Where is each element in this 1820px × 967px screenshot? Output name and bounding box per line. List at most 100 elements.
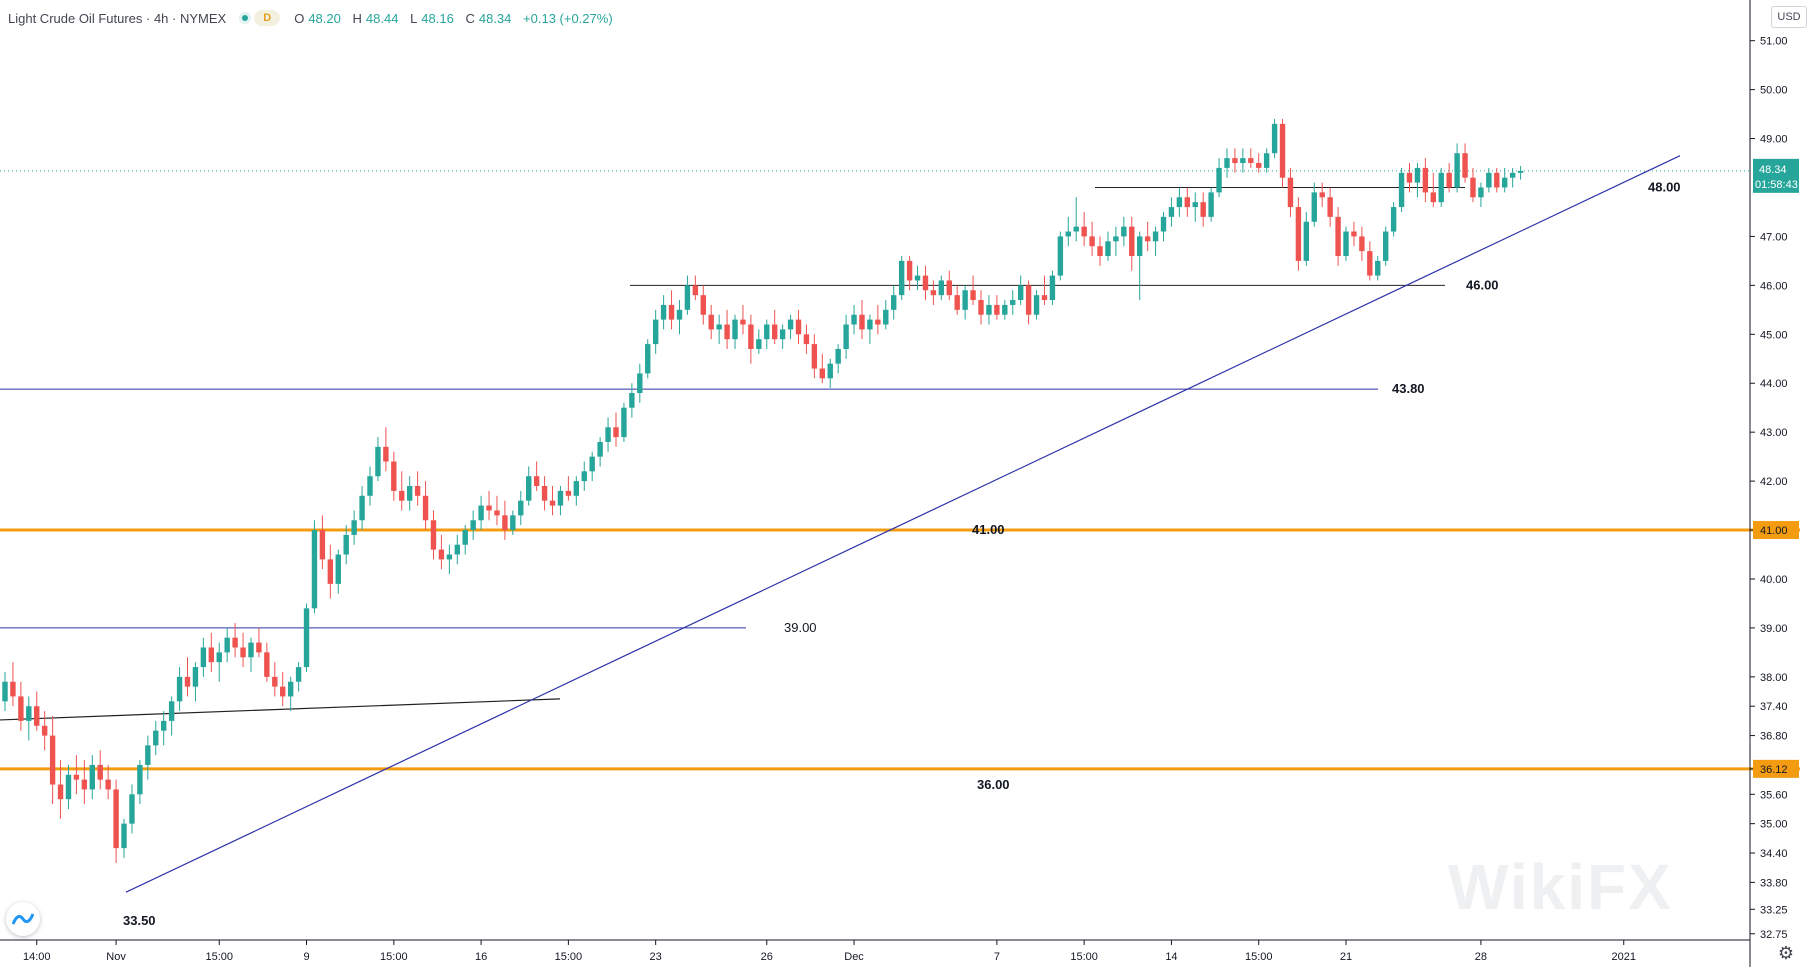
candle [652, 309, 659, 354]
candle [835, 344, 841, 374]
candle-body [1200, 202, 1206, 217]
candle-body [700, 295, 706, 315]
candle-body [875, 319, 881, 325]
time-tick-label: 16 [475, 951, 487, 963]
price-tick-label: 47.00 [1760, 231, 1788, 243]
candle [462, 525, 468, 555]
tradingview-logo-icon[interactable] [6, 902, 40, 936]
candle-body [1303, 221, 1310, 261]
price-axis: 51.00 50.00 49.00 47.00 46.00 45.00 44.00 43.00… [1749, 0, 1799, 967]
candle-body [351, 520, 357, 535]
candle [986, 295, 992, 325]
candle-body [65, 774, 72, 800]
candle [486, 490, 492, 521]
candle-body [1327, 197, 1333, 217]
candle-body [113, 789, 119, 849]
currency-button[interactable]: USD [1771, 6, 1807, 28]
candle-body [1248, 158, 1254, 164]
candle-body [1081, 226, 1087, 237]
high-value: 48.44 [365, 10, 399, 26]
candle [1375, 256, 1381, 281]
candle-body [1517, 170, 1524, 173]
candle [287, 676, 294, 712]
candle-body [454, 544, 460, 555]
candle [1494, 167, 1500, 193]
candle [668, 290, 675, 330]
candle [938, 275, 945, 301]
candle [629, 383, 635, 418]
candle-body [756, 339, 762, 349]
candle-body [629, 393, 635, 408]
candle-body [1414, 167, 1421, 183]
candle-body [1089, 236, 1095, 247]
candle-body [184, 676, 191, 687]
candle-body [748, 324, 754, 349]
delayed-badge[interactable]: D [254, 10, 281, 26]
candle [41, 711, 48, 751]
candle-body [1065, 231, 1071, 237]
candle [1287, 167, 1294, 217]
candle-body [1168, 207, 1175, 217]
symbol-title[interactable]: Light Crude Oil Futures · 4h · NYMEX [8, 10, 227, 26]
candle-body [153, 730, 159, 746]
candle-body [1422, 167, 1429, 193]
candle-body [811, 344, 818, 369]
candle [57, 760, 64, 819]
watermark: WikiFX [1448, 851, 1673, 923]
candle [319, 515, 326, 570]
candle [875, 304, 881, 335]
candle-body [1382, 231, 1389, 261]
candle-body [216, 652, 222, 663]
candle-body [1343, 231, 1349, 256]
candle-body [1033, 295, 1040, 315]
candle-body [240, 647, 246, 658]
candle-body [41, 725, 48, 736]
candle [732, 314, 738, 349]
candle-body [319, 530, 326, 560]
candle-body [621, 407, 627, 438]
candle-body [49, 735, 56, 785]
countdown-label: 01:58:43 [1755, 179, 1798, 191]
candle [1382, 226, 1389, 266]
candle [898, 256, 905, 301]
candle [597, 437, 603, 467]
candle-body [978, 300, 984, 315]
candle-body [557, 490, 564, 506]
candle [1192, 192, 1198, 222]
candle-body [1375, 260, 1381, 276]
candle [962, 285, 968, 320]
candle [161, 711, 167, 746]
gear-icon[interactable]: ⚙ [1777, 943, 1795, 963]
candle [359, 486, 365, 531]
time-tick-label: 14:00 [23, 951, 51, 963]
candle [430, 510, 437, 560]
change-value: +0.13 (+0.27%) [523, 10, 613, 26]
candle-body [256, 642, 262, 653]
candle-body [1176, 197, 1183, 208]
price-tick-label: 38.00 [1760, 672, 1788, 684]
candle-body [168, 701, 175, 721]
ohlc-values: O 48.20 H 48.44 L 48.16 C 48.34 +0.13 (+0.27… [294, 11, 616, 26]
candle-body [1121, 226, 1127, 237]
candle-body [708, 314, 714, 330]
candle-body [660, 304, 667, 320]
candle-body [1160, 216, 1167, 232]
candle [145, 735, 151, 780]
candle [1105, 231, 1111, 261]
candle [153, 720, 159, 756]
price-tick-label: 33.25 [1760, 904, 1788, 916]
close-value: 48.34 [478, 10, 512, 26]
candle [922, 265, 929, 301]
last-price-tag [1753, 158, 1799, 193]
candle-body [406, 486, 413, 501]
candle-body [375, 446, 381, 477]
candle [637, 363, 643, 403]
time-tick-label: Nov [106, 951, 126, 963]
candle [1144, 221, 1151, 252]
candle [549, 486, 556, 516]
candle [1033, 290, 1040, 320]
time-tick-label: 28 [1475, 951, 1487, 963]
candle-body [986, 304, 992, 315]
candle [105, 764, 111, 800]
